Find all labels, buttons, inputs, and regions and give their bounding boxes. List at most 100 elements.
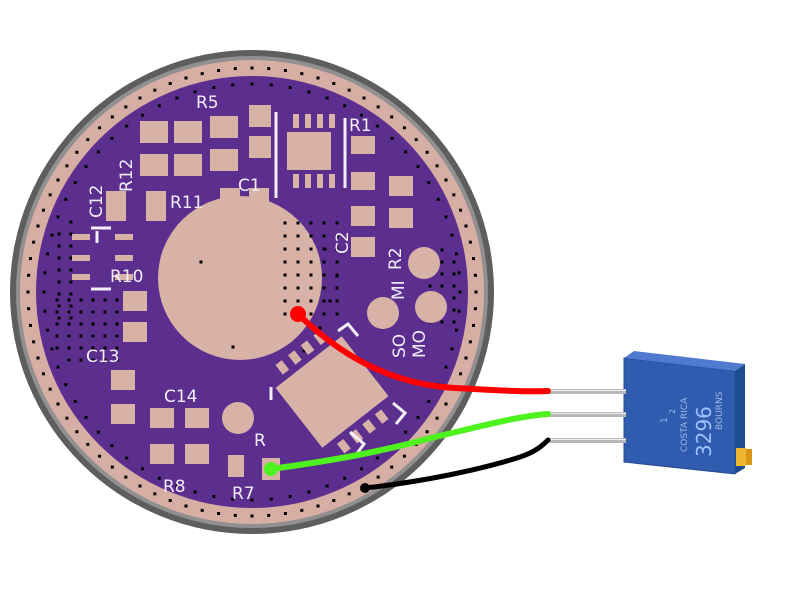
via-dot [427, 181, 431, 184]
via-dot [212, 86, 216, 89]
via-dot [73, 181, 77, 184]
via-dot [57, 268, 61, 272]
via-dot [141, 113, 144, 117]
via-dot [67, 334, 71, 338]
via-dot [288, 86, 292, 89]
via-dot [267, 513, 271, 517]
via-dot [57, 244, 61, 248]
via-dot [309, 312, 313, 316]
via-dot [153, 492, 157, 496]
via-dot [193, 90, 197, 94]
via-dot [402, 126, 406, 130]
via-dot [323, 247, 327, 251]
adjust-screw-icon [736, 448, 746, 466]
label-c14: C14 [164, 387, 198, 407]
via-dot [69, 256, 73, 260]
via-dot [69, 244, 73, 248]
via-dot [103, 298, 107, 302]
red-wire [295, 311, 551, 395]
via-dot [193, 490, 197, 494]
via-dot [425, 150, 429, 154]
via-dot [283, 260, 287, 264]
via-dot [212, 495, 216, 498]
via-dot [458, 290, 462, 294]
connection-wires [264, 306, 551, 493]
via-dot [322, 312, 326, 316]
via-dot [55, 298, 59, 302]
via-dot [233, 67, 237, 71]
via-dot [115, 310, 119, 314]
via-dot [376, 105, 380, 109]
via-dot [376, 475, 380, 479]
via-dot [175, 484, 179, 488]
via-dot [452, 284, 456, 288]
via-dot [75, 430, 79, 434]
via-dot [296, 299, 300, 303]
pot-value-code: 1 [660, 417, 670, 423]
via-dot [56, 402, 60, 406]
via-dot [283, 221, 287, 225]
via-dot [103, 358, 107, 362]
via-dot [98, 454, 102, 458]
via-dot [472, 323, 475, 327]
via-dot [402, 454, 406, 458]
via-dot [375, 124, 379, 128]
via-dot [309, 273, 313, 277]
label-r: R [254, 431, 266, 451]
via-dot [296, 221, 300, 225]
via-dot [325, 484, 329, 488]
via-dot [69, 316, 73, 320]
via-dot [157, 104, 161, 108]
via-dot [57, 304, 61, 308]
via-dot [300, 508, 304, 512]
via-dot [110, 444, 114, 448]
via-dot [65, 416, 69, 420]
via-dot [472, 257, 475, 261]
via-dot [64, 197, 68, 201]
label-c12: C12 [87, 184, 107, 218]
trimmer-potentiometer: BOURNS 3296 COSTA RICA 1 2 [623, 351, 752, 475]
center-copper-pad [158, 196, 322, 360]
via-dot [67, 346, 71, 350]
via-dot [440, 272, 444, 276]
via-dot [474, 290, 478, 294]
via-dot [57, 292, 61, 296]
via-dot [57, 232, 61, 236]
via-dot [309, 247, 313, 251]
label-c2: C2 [333, 231, 353, 254]
via-dot [56, 178, 60, 182]
via-dot [69, 268, 73, 272]
via-dot [309, 221, 313, 225]
via-dot [283, 273, 287, 277]
via-dot [307, 490, 311, 494]
via-dot [307, 90, 311, 94]
pot-origin: COSTA RICA [680, 397, 690, 452]
via-dot [473, 273, 477, 277]
via-dot [115, 358, 119, 362]
via-dot [46, 252, 49, 256]
green-wire-end [264, 462, 278, 476]
via-dot [435, 416, 439, 420]
via-dot [343, 104, 347, 108]
via-dot [440, 320, 444, 324]
via-dot [48, 387, 52, 391]
via-dot [79, 298, 83, 302]
via-dot [335, 274, 339, 278]
via-dot [452, 272, 456, 276]
via-dot [335, 260, 339, 264]
via-dot [29, 323, 32, 327]
via-dot [67, 310, 71, 314]
via-dot [65, 164, 69, 168]
via-dot [124, 105, 128, 109]
black-wire [362, 437, 551, 491]
via-dot [444, 178, 448, 182]
via-dot [69, 304, 73, 308]
via-dot [390, 465, 394, 469]
via-dot [50, 233, 54, 237]
via-dot [184, 504, 188, 508]
via-dot [325, 96, 329, 100]
label-r2: R2 [386, 247, 406, 270]
via-dot [343, 476, 347, 480]
via-dot [103, 310, 107, 314]
